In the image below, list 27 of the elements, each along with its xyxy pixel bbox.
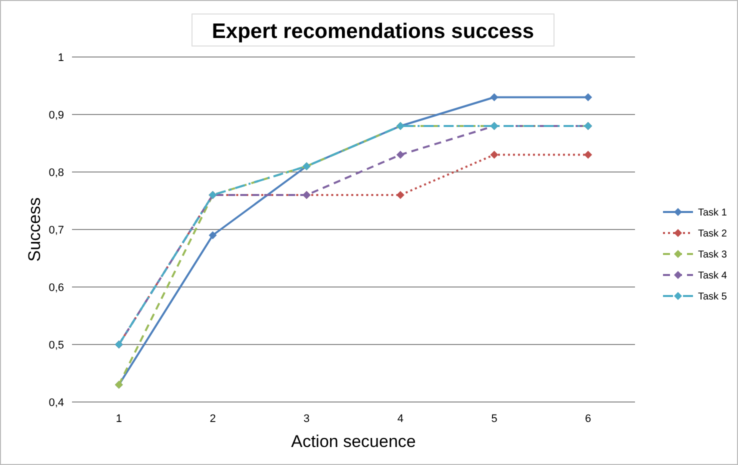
- y-tick-label: 0,9: [48, 109, 64, 122]
- y-tick-label: 1: [58, 52, 64, 64]
- y-tick-label: 0,4: [48, 396, 64, 409]
- x-tick-label: 2: [210, 413, 216, 425]
- y-tick-label: 0,5: [48, 339, 64, 352]
- x-tick-label: 1: [116, 413, 122, 425]
- y-tick-label: 0,8: [48, 166, 64, 179]
- point: [208, 231, 217, 240]
- y-tick-label: 0,7: [48, 224, 64, 236]
- legend-label: Task 3: [698, 250, 728, 260]
- x-tick-label: 4: [397, 413, 404, 425]
- legend-label: Task 5: [698, 292, 728, 302]
- x-tick-label: 5: [491, 413, 498, 425]
- point: [490, 93, 498, 102]
- point: [396, 150, 404, 159]
- x-tick-label: 3: [304, 413, 310, 425]
- legend-label: Task 1: [698, 208, 728, 218]
- point: [490, 150, 498, 159]
- point: [584, 150, 592, 159]
- legend-label: Task 4: [698, 270, 728, 282]
- y-tick-label: 0,6: [48, 282, 64, 294]
- x-axis-title: Action secuence: [291, 432, 416, 451]
- point: [584, 93, 592, 102]
- legend-label: Task 2: [698, 228, 728, 240]
- chart-title: Expert recomendations success: [212, 20, 534, 43]
- x-tick-label: 6: [585, 413, 592, 425]
- y-axis-title: Success: [25, 197, 44, 262]
